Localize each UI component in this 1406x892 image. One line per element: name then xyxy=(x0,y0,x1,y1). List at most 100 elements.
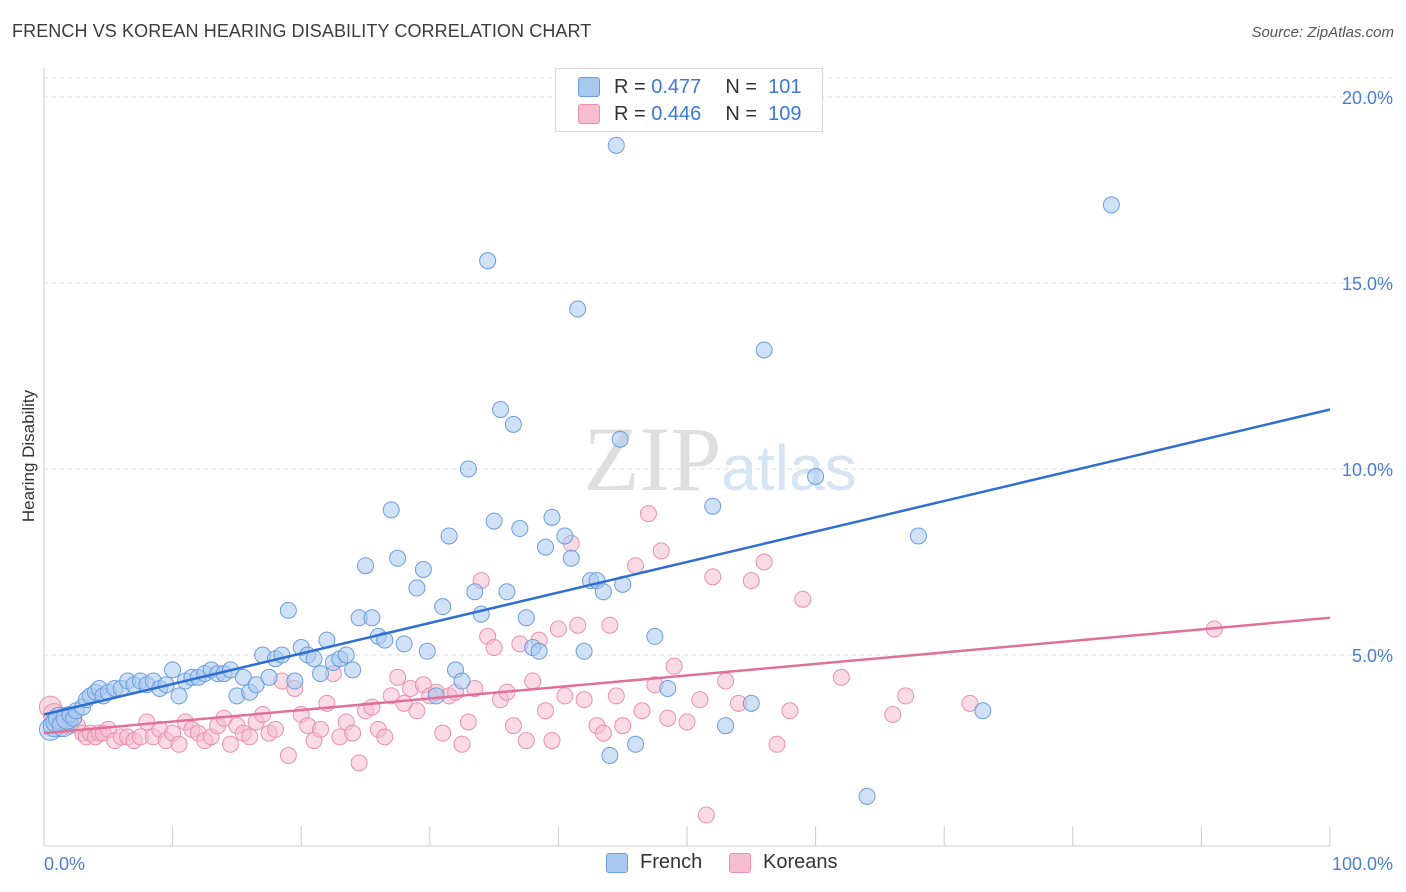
french-trend-line xyxy=(43,408,1331,716)
korean-point xyxy=(241,728,259,746)
korean-point xyxy=(652,542,670,560)
legend-item-french[interactable]: French xyxy=(606,851,702,874)
french-point xyxy=(607,136,625,154)
korean-point xyxy=(627,557,645,575)
korean-point xyxy=(575,691,593,709)
french-point xyxy=(504,415,522,433)
korean-point xyxy=(459,713,477,731)
french-point xyxy=(556,527,574,545)
x-tick-label: 0.0% xyxy=(44,854,85,874)
korean-point xyxy=(665,657,683,675)
x-tick-label: 100.0% xyxy=(1332,854,1393,874)
korean-point xyxy=(633,702,651,720)
french-point xyxy=(717,717,735,735)
korean-r-value: 0.446 xyxy=(651,102,702,125)
korean-point xyxy=(717,672,735,690)
korean-point xyxy=(434,724,452,742)
french-point xyxy=(357,557,374,575)
y-tick-label: 5.0% xyxy=(1352,646,1393,666)
korean-point xyxy=(601,616,619,634)
french-point xyxy=(234,668,252,686)
korean-point xyxy=(389,668,407,686)
korean-point xyxy=(639,505,657,523)
korean-point xyxy=(363,698,381,716)
korean-legend-swatch xyxy=(729,852,751,873)
y-axis-label: Hearing Disability xyxy=(19,389,38,522)
korean-point xyxy=(344,724,362,742)
french-point xyxy=(363,609,381,627)
legend-item-koreans[interactable]: Koreans xyxy=(729,851,838,874)
korean-swatch xyxy=(578,104,600,124)
korean-point xyxy=(897,687,915,705)
trend-lines xyxy=(43,408,1331,735)
french-point xyxy=(569,300,587,318)
french-point xyxy=(627,735,645,753)
y-tick-label: 10.0% xyxy=(1342,460,1393,480)
korean-n-label: N = xyxy=(725,102,757,125)
french-point xyxy=(440,527,458,545)
korean-point xyxy=(594,724,612,742)
french-point xyxy=(485,512,503,530)
korean-point xyxy=(382,687,400,705)
french-point xyxy=(395,635,413,653)
french-swatch xyxy=(578,77,600,97)
french-point xyxy=(858,787,876,805)
korean-legend-label: Koreans xyxy=(763,851,838,873)
french-point xyxy=(575,642,593,660)
korean-point xyxy=(350,754,368,772)
french-point xyxy=(530,642,548,660)
french-point xyxy=(543,508,561,526)
french-point xyxy=(164,661,182,679)
french-point xyxy=(742,694,760,712)
korean-n-value: 109 xyxy=(768,102,802,125)
french-point xyxy=(511,520,529,538)
y-tick-label: 20.0% xyxy=(1342,88,1393,108)
korean-point xyxy=(691,691,709,709)
french-point xyxy=(704,497,722,515)
french-r-value: 0.477 xyxy=(651,75,702,98)
tick-labels: 5.0% 10.0% 15.0% 20.0% 0.0% 100.0% xyxy=(44,88,1393,874)
korean-point xyxy=(266,720,284,738)
french-point xyxy=(170,687,188,705)
french-point xyxy=(382,501,400,519)
french-point xyxy=(498,583,516,601)
correlation-legend: R = 0.477 N = 101 R = 0.446 N = 109 xyxy=(555,68,823,132)
korean-point xyxy=(884,706,902,724)
watermark-atlas: atlas xyxy=(721,432,856,504)
french-point xyxy=(376,631,394,649)
gridlines xyxy=(44,77,1392,656)
korean-point xyxy=(768,735,786,753)
korean-point xyxy=(485,639,503,657)
french-point xyxy=(311,665,329,683)
french-point xyxy=(408,579,426,597)
french-point xyxy=(755,341,773,359)
french-point xyxy=(1102,196,1120,214)
french-point xyxy=(453,672,471,690)
source-label[interactable]: Source: ZipAtlas.com xyxy=(1251,24,1394,41)
korean-point xyxy=(504,717,522,735)
french-point xyxy=(414,560,432,578)
chart-title: FRENCH VS KOREAN HEARING DISABILITY CORR… xyxy=(12,21,592,41)
french-point xyxy=(807,467,825,485)
french-point xyxy=(646,627,664,645)
french-point xyxy=(517,609,535,627)
watermark-zip: ZIP xyxy=(583,408,721,510)
korean-r-label: R = xyxy=(614,102,646,125)
korean-point xyxy=(376,728,394,746)
french-point xyxy=(247,676,265,694)
korean-point xyxy=(704,568,722,586)
french-point xyxy=(260,668,278,686)
korean-point xyxy=(781,702,799,720)
korean-point xyxy=(408,702,426,720)
korean-point xyxy=(614,717,632,735)
korean-point xyxy=(466,679,484,697)
french-point xyxy=(659,679,677,697)
korean-point xyxy=(697,806,715,824)
legend-row-french: R = 0.477 N = 101 xyxy=(578,73,802,101)
french-point xyxy=(479,252,497,270)
korean-point xyxy=(607,687,625,705)
french-point xyxy=(337,646,355,664)
french-n-value: 101 xyxy=(768,75,802,98)
french-point xyxy=(611,430,629,448)
